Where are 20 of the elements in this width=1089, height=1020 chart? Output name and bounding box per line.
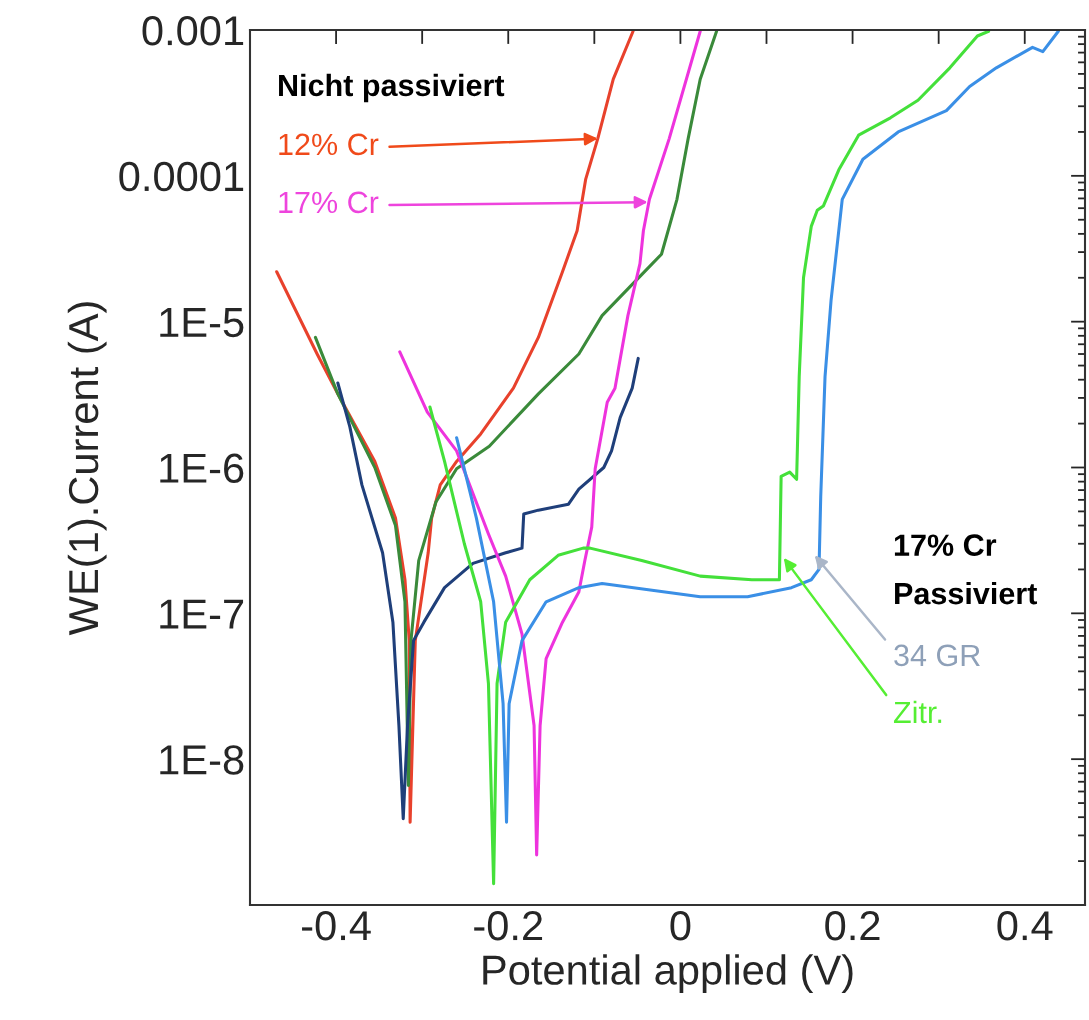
x-tick-label: 0.4: [997, 910, 1053, 941]
x-tick-label: -0.2: [474, 910, 543, 941]
x-axis-title: Potential applied (V): [483, 954, 853, 994]
y-axis-title: WE(1).Current (A): [67, 302, 107, 636]
y-tick-label: 1E-8: [160, 745, 244, 775]
line-series: [336, 356, 640, 821]
annotation: 34 GR: [894, 644, 980, 667]
annotation: Zitr.: [893, 700, 942, 724]
annotation: 12% Cr: [279, 133, 379, 156]
y-tick-label: 0.001: [142, 16, 244, 46]
y-tick-label: 0.0001: [119, 161, 244, 192]
x-tick-label: -0.4: [302, 910, 371, 941]
y-tick-label: 1E-7: [160, 599, 244, 629]
x-tick-label: 0: [670, 910, 691, 941]
y-tick-label: 1E-6: [160, 453, 244, 484]
annotation: 17% Cr: [279, 191, 379, 214]
annotation: Nicht passiviert: [279, 73, 505, 103]
x-tick-label: 0.2: [825, 910, 880, 941]
annotation: 17% Cr Passiviert: [894, 534, 1038, 605]
y-tick-label: 1E-5: [160, 308, 244, 338]
